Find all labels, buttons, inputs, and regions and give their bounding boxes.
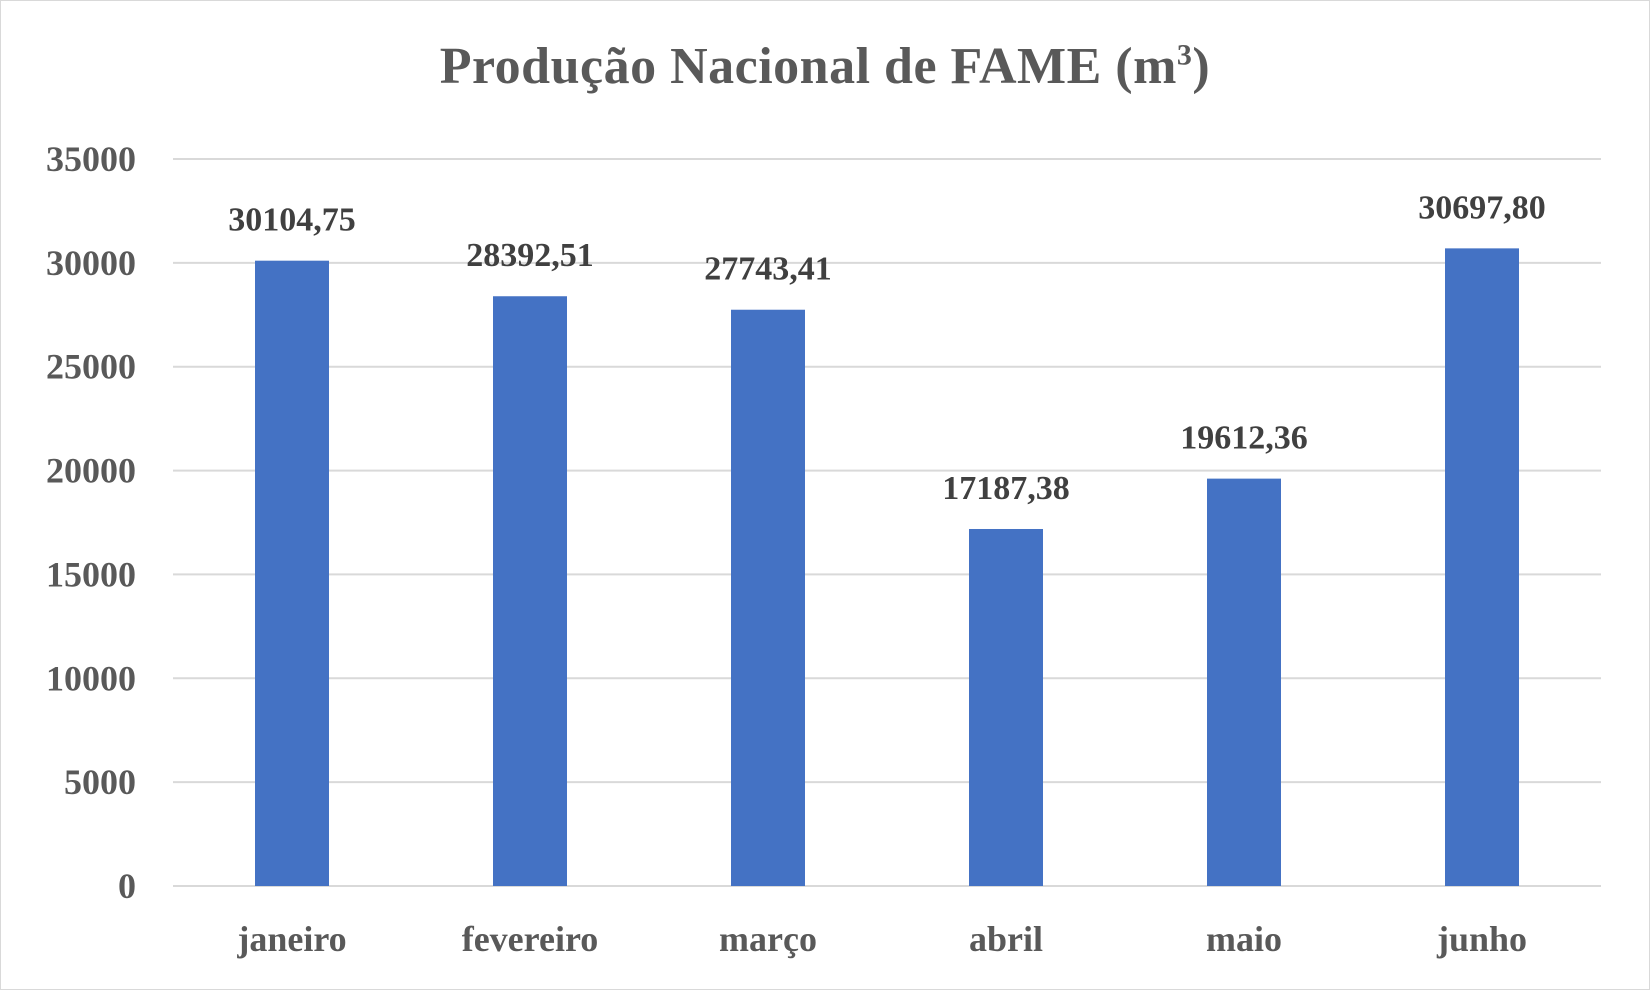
x-tick-label: abril bbox=[969, 919, 1043, 959]
data-label: 27743,41 bbox=[704, 251, 832, 288]
bar bbox=[969, 528, 1043, 886]
x-tick-label: maio bbox=[1206, 919, 1282, 959]
chart-title-superscript: 3 bbox=[1176, 38, 1193, 72]
y-tick-label: 10000 bbox=[46, 658, 136, 698]
bar bbox=[731, 309, 805, 886]
chart-title: Produção Nacional de FAME (m3) bbox=[1, 37, 1649, 96]
data-label: 28392,51 bbox=[466, 237, 594, 274]
chart-title-text: Produção Nacional de FAME (m bbox=[439, 38, 1177, 95]
data-label: 30697,80 bbox=[1418, 189, 1546, 226]
data-label: 30104,75 bbox=[228, 202, 356, 239]
bar bbox=[255, 260, 329, 886]
y-tick-label: 5000 bbox=[64, 762, 136, 802]
data-label: 17187,38 bbox=[942, 470, 1070, 507]
y-tick-label: 25000 bbox=[46, 347, 136, 387]
bar bbox=[493, 296, 567, 886]
data-label: 19612,36 bbox=[1180, 420, 1308, 457]
y-tick-label: 0 bbox=[118, 866, 136, 906]
y-tick-label: 35000 bbox=[46, 139, 136, 179]
bar bbox=[1207, 478, 1281, 886]
x-tick-label: março bbox=[719, 919, 817, 959]
y-tick-label: 30000 bbox=[46, 243, 136, 283]
x-tick-label: fevereiro bbox=[462, 919, 599, 959]
x-tick-label: junho bbox=[1436, 919, 1527, 959]
chart-title-suffix: ) bbox=[1192, 38, 1211, 95]
bar bbox=[1445, 248, 1519, 886]
y-tick-label: 15000 bbox=[46, 554, 136, 594]
x-tick-label: janeiro bbox=[236, 919, 346, 959]
y-tick-label: 20000 bbox=[46, 451, 136, 491]
